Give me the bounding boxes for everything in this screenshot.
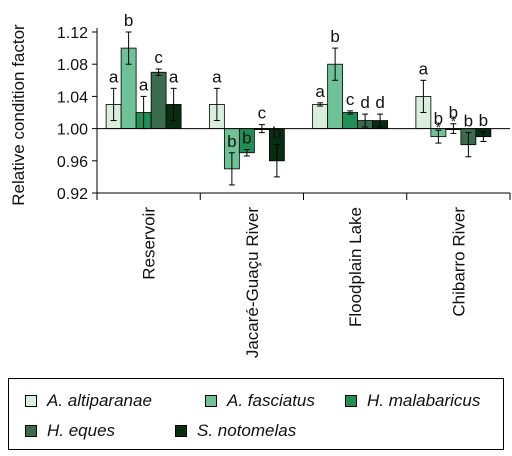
significance-star: * [451,113,457,129]
legend-swatch [345,395,357,407]
x-category-label: Reservoir [140,207,159,280]
x-category-label: Chibarro River [449,207,468,317]
x-category-label: Floodplain Lake [346,207,365,327]
significance-label: b [464,112,473,131]
significance-label: d [360,93,369,112]
significance-label: c [154,48,163,67]
significance-label: b [124,11,133,30]
legend-item-a-altiparanae: A. altiparanae [25,391,152,411]
legend-swatch [25,395,37,407]
legend-item-h-eques: H. eques [25,421,115,441]
significance-label: b [242,129,251,148]
legend-label: A. fasciatus [227,391,315,410]
significance-label: a [169,67,179,86]
legend: A. altiparanae A. fasciatus H. malabaric… [8,378,504,450]
x-category-label: Jacaré-Guaçu River [243,207,262,359]
significance-label: b [479,111,488,130]
significance-label: a [315,82,325,101]
legend-item-s-notomelas: S. notomelas [175,421,296,441]
legend-item-a-fasciatus: A. fasciatus [205,391,315,411]
significance-label: b [227,132,236,151]
legend-label: H. eques [47,421,116,440]
significance-label: a [212,67,222,86]
legend-swatch [205,395,217,407]
significance-label: b [330,27,339,46]
y-tick-label: 0.92 [57,186,88,203]
legend-label: S. notomelas [197,421,297,440]
significance-star: * [436,119,442,135]
significance-label: a [419,59,429,78]
y-axis-label: Relative condition factor [9,24,28,206]
legend-item-h-malabaricus: H. malabaricus [345,391,480,411]
legend-label: H. malabaricus [367,391,481,410]
bar [342,112,359,130]
significance-label: d [375,93,384,112]
legend-label: A. altiparanae [47,391,152,410]
y-tick-label: 1.08 [57,57,88,74]
significance-label: c [346,90,355,109]
significance-label: a [139,75,149,94]
y-tick-label: 1.12 [57,25,88,42]
y-tick-label: 0.96 [57,154,88,171]
significance-label: b [449,103,458,122]
legend-swatch [25,425,37,437]
significance-label: a [109,67,119,86]
y-tick-label: 1.04 [57,89,88,106]
y-tick-label: 1.00 [57,122,88,139]
bar [150,71,167,129]
bar [312,104,329,129]
significance-label: b [272,124,281,143]
legend-swatch [175,425,187,437]
significance-label: b [434,109,443,128]
significance-label: c [258,104,267,123]
